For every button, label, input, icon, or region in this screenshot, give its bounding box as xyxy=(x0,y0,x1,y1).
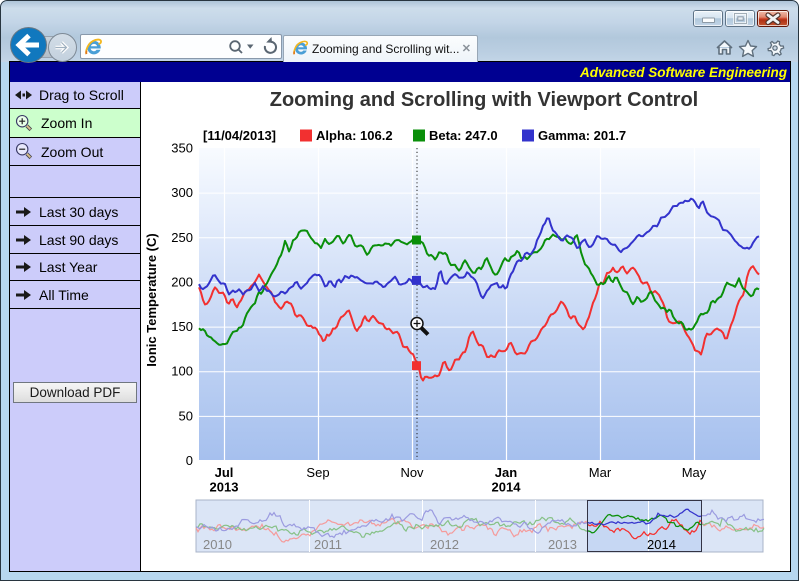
svg-text:0: 0 xyxy=(186,453,193,468)
svg-text:Sep: Sep xyxy=(306,465,329,480)
svg-text:Gamma: 201.7: Gamma: 201.7 xyxy=(538,128,626,143)
svg-text:Zooming and Scrolling with Vie: Zooming and Scrolling with Viewport Cont… xyxy=(270,89,699,111)
svg-text:May: May xyxy=(682,465,707,480)
svg-text:150: 150 xyxy=(171,319,193,334)
svg-text:100: 100 xyxy=(171,364,193,379)
svg-text:Jul: Jul xyxy=(215,465,234,480)
svg-text:50: 50 xyxy=(179,408,193,423)
svg-text:Nov: Nov xyxy=(400,465,424,480)
svg-text:Ionic Temperature (C): Ionic Temperature (C) xyxy=(144,233,159,366)
svg-text:2014: 2014 xyxy=(492,480,522,495)
svg-text:350: 350 xyxy=(171,141,193,156)
svg-text:200: 200 xyxy=(171,274,193,289)
svg-text:Jan: Jan xyxy=(495,465,517,480)
svg-text:250: 250 xyxy=(171,230,193,245)
svg-text:Beta: 247.0: Beta: 247.0 xyxy=(429,128,498,143)
svg-text:2014: 2014 xyxy=(647,537,676,552)
svg-text:Mar: Mar xyxy=(589,465,612,480)
svg-text:2012: 2012 xyxy=(430,537,459,552)
svg-text:2013: 2013 xyxy=(210,480,239,495)
svg-text:2010: 2010 xyxy=(203,537,232,552)
svg-text:Alpha: 106.2: Alpha: 106.2 xyxy=(316,128,393,143)
svg-text:[11/04/2013]: [11/04/2013] xyxy=(203,128,276,143)
svg-text:300: 300 xyxy=(171,185,193,200)
svg-text:2011: 2011 xyxy=(314,537,342,552)
svg-text:2013: 2013 xyxy=(548,537,577,552)
